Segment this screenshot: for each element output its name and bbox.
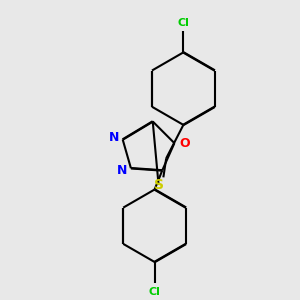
Text: O: O (179, 136, 190, 150)
Text: Cl: Cl (149, 287, 161, 297)
Text: N: N (117, 164, 127, 177)
Text: Cl: Cl (178, 18, 189, 28)
Text: S: S (154, 178, 164, 192)
Text: N: N (109, 131, 119, 144)
